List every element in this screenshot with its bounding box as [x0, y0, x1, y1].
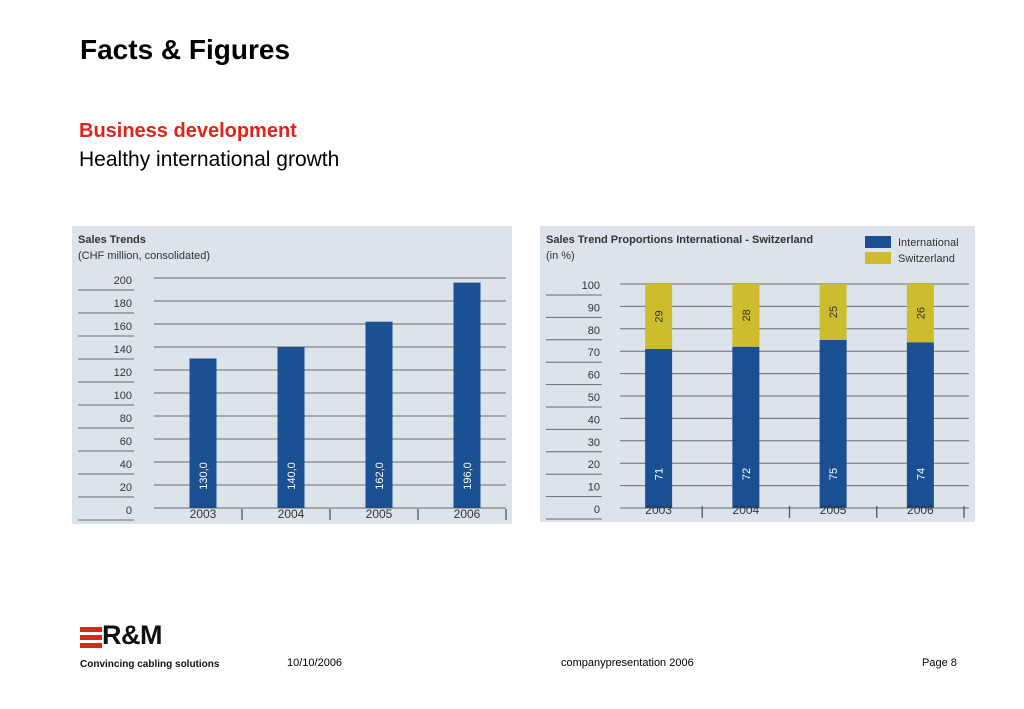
sales-trends-chart: Sales Trends (CHF million, consolidated) 0… [72, 226, 512, 524]
chart-title: Sales Trend Proportions International - … [546, 234, 813, 246]
chart-title: Sales Trends [78, 234, 146, 246]
y-tick-label: 180 [114, 298, 132, 310]
legend-swatch [865, 236, 891, 248]
bar-value-label: 75 [828, 468, 840, 480]
bar-segment [645, 348, 673, 508]
bar-value-label: 28 [741, 309, 753, 321]
footer-date: 10/10/2006 [287, 657, 343, 669]
y-tick-label: 100 [114, 390, 132, 402]
bar-value-label: 140,0 [286, 462, 298, 490]
footer-page: Page 8 [922, 657, 957, 669]
y-tick-label: 0 [594, 504, 600, 516]
x-tick-label: 2004 [733, 503, 760, 517]
y-tick-label: 20 [120, 482, 132, 494]
y-tick-label: 200 [114, 275, 132, 287]
bar-segment [732, 284, 760, 347]
bar [453, 282, 481, 508]
page-title: Facts & Figures [80, 34, 291, 65]
legend-label: International [898, 237, 959, 249]
y-tick-label: 80 [120, 413, 132, 425]
x-tick-label: 2005 [820, 503, 847, 517]
x-tick-label: 2005 [366, 507, 393, 521]
chart-subtitle: (in %) [546, 250, 575, 262]
y-tick-label: 10 [588, 482, 600, 494]
y-tick-label: 40 [120, 459, 132, 471]
bar [189, 358, 217, 508]
legend-label: Switzerland [898, 253, 955, 265]
sales-trends-svg: Sales Trends (CHF million, consolidated) 0… [78, 234, 507, 521]
y-tick-label: 90 [588, 302, 600, 314]
y-tick-label: 60 [120, 436, 132, 448]
y-tick-label: 20 [588, 459, 600, 471]
footer-presentation: companypresentation 2006 [561, 657, 694, 669]
y-tick-label: 160 [114, 321, 132, 333]
y-tick-label: 70 [588, 347, 600, 359]
y-tick-label: 140 [114, 344, 132, 356]
x-tick-label: 2004 [278, 507, 305, 521]
bar-value-label: 25 [828, 306, 840, 318]
x-tick-label: 2006 [454, 507, 481, 521]
logo-tagline: Convincing cabling solutions [80, 659, 220, 670]
logo-bars-icon [80, 627, 102, 651]
chart-subtitle: (CHF million, consolidated) [78, 250, 210, 262]
sales-proportions-svg: Sales Trend Proportions International - … [546, 234, 969, 520]
y-tick-label: 120 [114, 367, 132, 379]
section-subtitle: Healthy international growth [79, 148, 340, 171]
y-tick-label: 100 [582, 280, 600, 292]
company-logo: R&M Convincing cabling solutions [80, 620, 230, 672]
bar-value-label: 72 [741, 468, 753, 480]
y-tick-label: 80 [588, 325, 600, 337]
x-tick-label: 2003 [190, 507, 217, 521]
x-tick-label: 2003 [645, 503, 672, 517]
legend-swatch [865, 252, 891, 264]
x-tick-label: 2006 [907, 503, 934, 517]
bar-segment [906, 342, 934, 508]
bar-value-label: 26 [915, 307, 927, 319]
y-tick-label: 30 [588, 437, 600, 449]
bar-segment [906, 284, 934, 343]
bar-value-label: 74 [915, 468, 927, 480]
section-title: Business development [79, 120, 297, 142]
bar-segment [819, 284, 847, 340]
bar-value-label: 196,0 [462, 462, 474, 490]
bar-value-label: 29 [654, 310, 666, 322]
y-tick-label: 60 [588, 370, 600, 382]
bar-value-label: 130,0 [198, 462, 210, 490]
bar-value-label: 71 [654, 468, 666, 480]
bar-segment [819, 340, 847, 508]
bar-segment [645, 284, 673, 349]
sales-proportions-chart: Sales Trend Proportions International - … [540, 226, 975, 522]
bar-value-label: 162,0 [374, 462, 386, 490]
bar [365, 321, 393, 508]
bar [277, 347, 305, 508]
bar-segment [732, 346, 760, 508]
y-tick-label: 50 [588, 392, 600, 404]
y-tick-label: 0 [126, 505, 132, 517]
logo-text: R&M [102, 620, 163, 650]
y-tick-label: 40 [588, 414, 600, 426]
